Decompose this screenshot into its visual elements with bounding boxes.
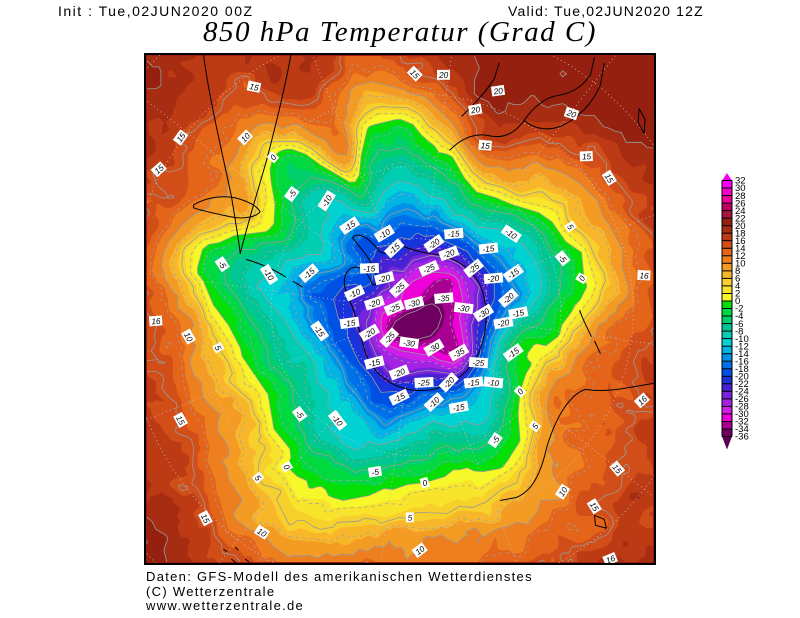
svg-text:-25: -25	[422, 262, 437, 275]
svg-text:-15: -15	[363, 264, 376, 273]
svg-text:-15: -15	[452, 402, 466, 413]
svg-text:-36: -36	[735, 432, 749, 443]
svg-text:16: 16	[605, 554, 617, 563]
svg-text:-25: -25	[418, 378, 431, 388]
svg-text:10: 10	[182, 331, 195, 344]
svg-text:-20: -20	[735, 372, 749, 383]
svg-text:-5: -5	[293, 409, 305, 421]
svg-text:-15: -15	[482, 244, 495, 254]
svg-text:-30: -30	[457, 303, 470, 313]
svg-text:15: 15	[249, 82, 260, 93]
svg-text:20: 20	[735, 221, 746, 232]
svg-text:5: 5	[253, 473, 263, 483]
svg-text:-10: -10	[487, 378, 500, 388]
svg-text:-26: -26	[735, 394, 749, 405]
svg-text:-24: -24	[735, 387, 749, 398]
svg-text:10: 10	[735, 259, 746, 270]
svg-text:15: 15	[174, 414, 187, 427]
svg-text:15: 15	[480, 141, 490, 151]
svg-text:-8: -8	[735, 326, 743, 337]
svg-text:12: 12	[735, 251, 746, 262]
svg-text:22: 22	[735, 213, 746, 224]
svg-text:-16: -16	[735, 356, 749, 367]
svg-text:-28: -28	[735, 402, 749, 413]
svg-text:-5: -5	[556, 253, 568, 265]
svg-text:8: 8	[735, 266, 740, 277]
svg-text:20: 20	[565, 108, 578, 120]
svg-text:5: 5	[565, 223, 575, 232]
svg-text:20: 20	[438, 71, 449, 80]
svg-text:-20: -20	[487, 274, 500, 284]
svg-text:-30: -30	[735, 409, 749, 420]
svg-text:-20: -20	[377, 273, 391, 285]
svg-text:15: 15	[199, 513, 211, 526]
svg-text:-14: -14	[735, 349, 749, 360]
svg-text:-30: -30	[407, 298, 421, 310]
svg-text:30: 30	[735, 183, 746, 194]
svg-text:-34: -34	[735, 424, 749, 435]
svg-text:-15: -15	[368, 357, 382, 369]
svg-text:-32: -32	[735, 417, 749, 428]
svg-text:-15: -15	[343, 318, 356, 329]
svg-text:-20: -20	[392, 367, 407, 380]
svg-text:-15: -15	[467, 378, 480, 388]
svg-text:16: 16	[639, 271, 649, 280]
svg-text:-15: -15	[447, 229, 460, 239]
svg-text:0: 0	[735, 296, 740, 307]
svg-text:-5: -5	[216, 259, 228, 270]
svg-text:5: 5	[531, 422, 541, 431]
svg-text:20: 20	[492, 86, 504, 96]
svg-text:-4: -4	[735, 311, 743, 322]
svg-text:24: 24	[735, 206, 746, 217]
svg-text:16: 16	[151, 317, 161, 327]
svg-text:15: 15	[582, 152, 592, 161]
svg-text:-6: -6	[735, 319, 743, 330]
svg-text:5: 5	[408, 513, 413, 522]
svg-text:0: 0	[281, 463, 291, 472]
svg-text:-20: -20	[367, 297, 381, 309]
svg-text:-20: -20	[442, 248, 457, 261]
svg-text:0: 0	[269, 153, 279, 163]
svg-text:-5: -5	[371, 467, 380, 477]
svg-text:-35: -35	[437, 294, 450, 304]
svg-text:-22: -22	[735, 379, 749, 390]
svg-text:28: 28	[735, 191, 746, 202]
svg-text:0: 0	[422, 478, 429, 488]
svg-text:-20: -20	[497, 318, 511, 329]
svg-text:0: 0	[577, 274, 587, 283]
svg-text:26: 26	[735, 198, 746, 209]
svg-text:14: 14	[735, 244, 746, 255]
svg-text:5: 5	[213, 344, 223, 353]
svg-text:-15: -15	[512, 308, 526, 319]
svg-text:-18: -18	[735, 364, 749, 375]
svg-text:-25: -25	[472, 358, 485, 368]
svg-text:-5: -5	[287, 188, 299, 200]
svg-text:18: 18	[735, 228, 746, 239]
svg-text:-2: -2	[735, 304, 743, 315]
svg-text:-30: -30	[402, 338, 415, 349]
svg-text:-5: -5	[490, 434, 502, 445]
svg-text:32: 32	[735, 176, 746, 187]
svg-text:6: 6	[735, 274, 740, 285]
svg-text:4: 4	[735, 281, 740, 292]
svg-text:20: 20	[469, 105, 481, 116]
svg-text:-10: -10	[735, 334, 749, 345]
svg-text:2: 2	[735, 289, 740, 300]
svg-text:16: 16	[735, 236, 746, 247]
svg-text:-25: -25	[387, 302, 402, 315]
svg-text:-12: -12	[735, 341, 749, 352]
svg-text:0: 0	[516, 387, 526, 397]
